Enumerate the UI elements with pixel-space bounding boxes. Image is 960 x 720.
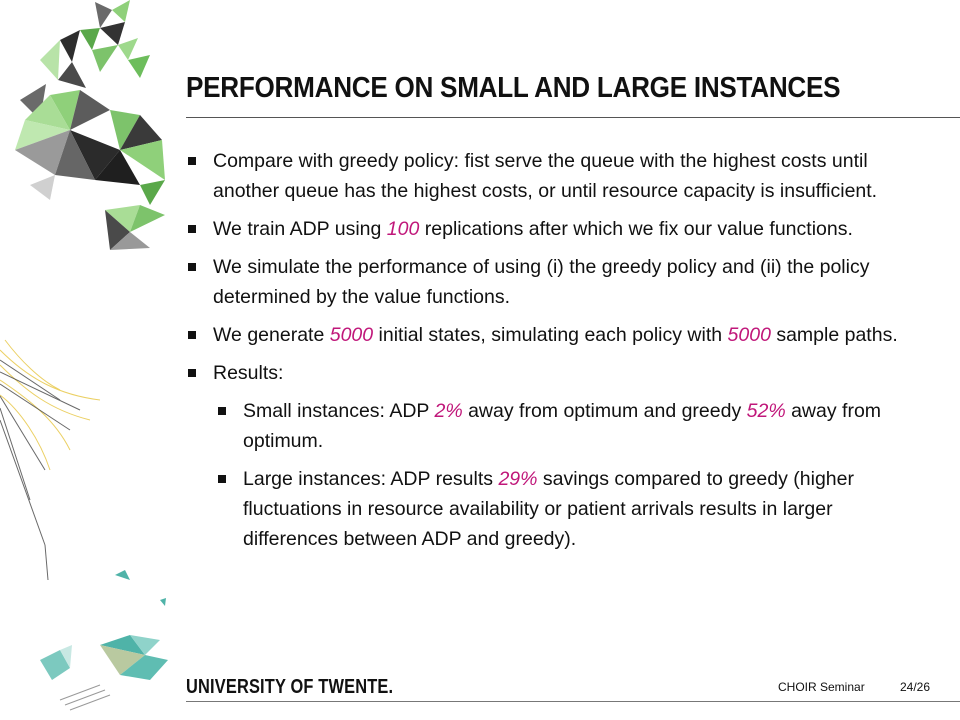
decorative-polygon-artwork (0, 0, 168, 711)
highlighted-value: 5000 (727, 324, 771, 346)
bullet-text: Small instances: ADP (243, 400, 435, 422)
bullet-text: Results: (213, 362, 284, 384)
footer-event-label: CHOIR Seminar (778, 680, 865, 694)
sub-bullet-item: Large instances: ADP results 29% savings… (216, 464, 926, 554)
bullet-square-icon (188, 263, 196, 271)
university-logo: UNIVERSITY OF TWENTE. (186, 676, 394, 698)
bullet-square-icon (188, 225, 196, 233)
bullet-text: replications after which we fix our valu… (419, 218, 853, 240)
bullet-text: away from optimum. (243, 400, 882, 452)
bullet-text: We generate (213, 324, 330, 346)
bullet-square-icon (218, 407, 226, 415)
bullet-item: We train ADP using 100 replications afte… (186, 214, 926, 244)
bullet-item: Compare with greedy policy: fist serve t… (186, 146, 926, 206)
bullet-text: initial states, simulating each policy w… (373, 324, 728, 346)
bullet-square-icon (218, 475, 226, 483)
slide-title: PERFORMANCE ON SMALL AND LARGE INSTANCES (186, 72, 841, 104)
bullet-square-icon (188, 157, 196, 165)
highlighted-value: 29% (498, 468, 538, 490)
footer-divider (186, 701, 960, 702)
bullet-item: Results: (186, 358, 926, 388)
highlighted-value: 100 (386, 218, 420, 240)
page-number: 24/26 (900, 680, 931, 694)
bullet-square-icon (188, 331, 196, 339)
title-divider (186, 117, 960, 118)
bullet-text: away from optimum and greedy (462, 400, 747, 422)
highlighted-value: 2% (434, 400, 463, 422)
highlighted-value: 52% (746, 400, 786, 422)
bullet-text: sample paths. (770, 324, 898, 346)
bullet-text: Large instances: ADP results (243, 468, 499, 490)
bullet-item: We generate 5000 initial states, simulat… (186, 320, 926, 350)
bullet-text: Compare with greedy policy: fist serve t… (213, 150, 878, 202)
bullet-text: We train ADP using (213, 218, 387, 240)
bullet-text: We simulate the performance of using (i)… (213, 256, 870, 308)
slide-content: Compare with greedy policy: fist serve t… (186, 146, 926, 562)
bullet-text: savings compared to greedy (higher fluct… (243, 468, 854, 550)
bullet-item: We simulate the performance of using (i)… (186, 252, 926, 312)
highlighted-value: 5000 (329, 324, 374, 346)
sub-bullet-item: Small instances: ADP 2% away from optimu… (216, 396, 926, 456)
bullet-square-icon (188, 369, 196, 377)
